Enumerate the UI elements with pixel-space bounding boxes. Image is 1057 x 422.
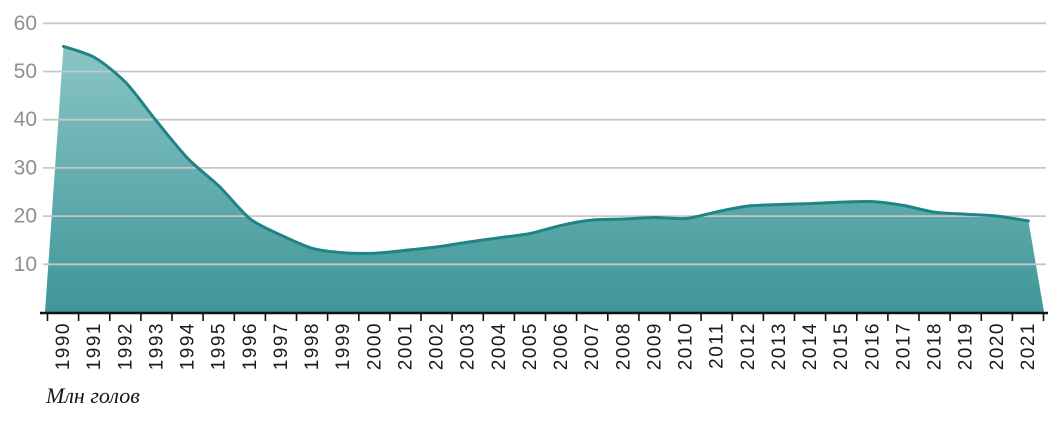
x-tick-label-1991: 1991 — [84, 322, 105, 370]
x-tick-label-2018: 2018 — [925, 322, 946, 370]
gridlines — [43, 22, 1046, 266]
x-tick-label-2010: 2010 — [676, 322, 697, 370]
x-tick-label-2000: 2000 — [364, 322, 385, 370]
x-tick-label-1992: 1992 — [115, 322, 136, 370]
units-caption: Млн голов — [46, 383, 140, 408]
x-tick-label-1996: 1996 — [240, 322, 261, 370]
x-tick-label-2012: 2012 — [738, 322, 759, 370]
x-tick-label-1998: 1998 — [302, 322, 323, 370]
x-tick-label-2011: 2011 — [707, 322, 728, 369]
x-tick-label-2014: 2014 — [800, 322, 821, 370]
x-tick-label-2015: 2015 — [831, 322, 852, 370]
x-tick-label-1993: 1993 — [146, 322, 167, 370]
trend-line — [62, 44, 1030, 255]
y-tick-label-50: 50 — [14, 60, 37, 83]
y-tick-label-40: 40 — [14, 108, 37, 131]
y-axis-labels: 10 20 30 40 50 60 — [14, 12, 37, 276]
x-tick-label-2004: 2004 — [489, 322, 510, 370]
x-tick-label-1997: 1997 — [271, 322, 292, 370]
x-tick-label-2005: 2005 — [520, 322, 541, 370]
x-tick-label-2021: 2021 — [1018, 322, 1039, 370]
x-tick-label-1990: 1990 — [53, 322, 74, 370]
x-axis-labels: 1990 1991 1992 1993 1994 1995 1996 1997 1998 1999… — [53, 322, 1039, 370]
x-tick-label-2019: 2019 — [956, 322, 977, 370]
x-tick-label-1994: 1994 — [178, 322, 199, 370]
x-tick-label-1999: 1999 — [333, 322, 354, 370]
y-tick-label-30: 30 — [14, 156, 37, 179]
x-tick-label-2002: 2002 — [427, 322, 448, 370]
y-tick-label-10: 10 — [14, 253, 37, 276]
x-tick-label-1995: 1995 — [209, 322, 230, 370]
x-tick-label-2007: 2007 — [582, 322, 603, 370]
x-tick-label-2006: 2006 — [551, 322, 572, 370]
y-tick-label-60: 60 — [14, 12, 37, 35]
x-tick-label-2009: 2009 — [644, 322, 665, 370]
x-tick-label-2003: 2003 — [458, 322, 479, 370]
x-tick-label-2008: 2008 — [613, 322, 634, 370]
x-tick-label-2020: 2020 — [987, 322, 1008, 370]
x-axis-ticks — [46, 313, 1045, 321]
x-tick-label-2017: 2017 — [893, 322, 914, 370]
x-tick-label-2016: 2016 — [862, 322, 883, 370]
y-tick-label-20: 20 — [14, 205, 37, 228]
x-tick-label-2013: 2013 — [769, 322, 790, 370]
area-fill — [45, 46, 1044, 313]
x-tick-label-2001: 2001 — [395, 322, 416, 370]
